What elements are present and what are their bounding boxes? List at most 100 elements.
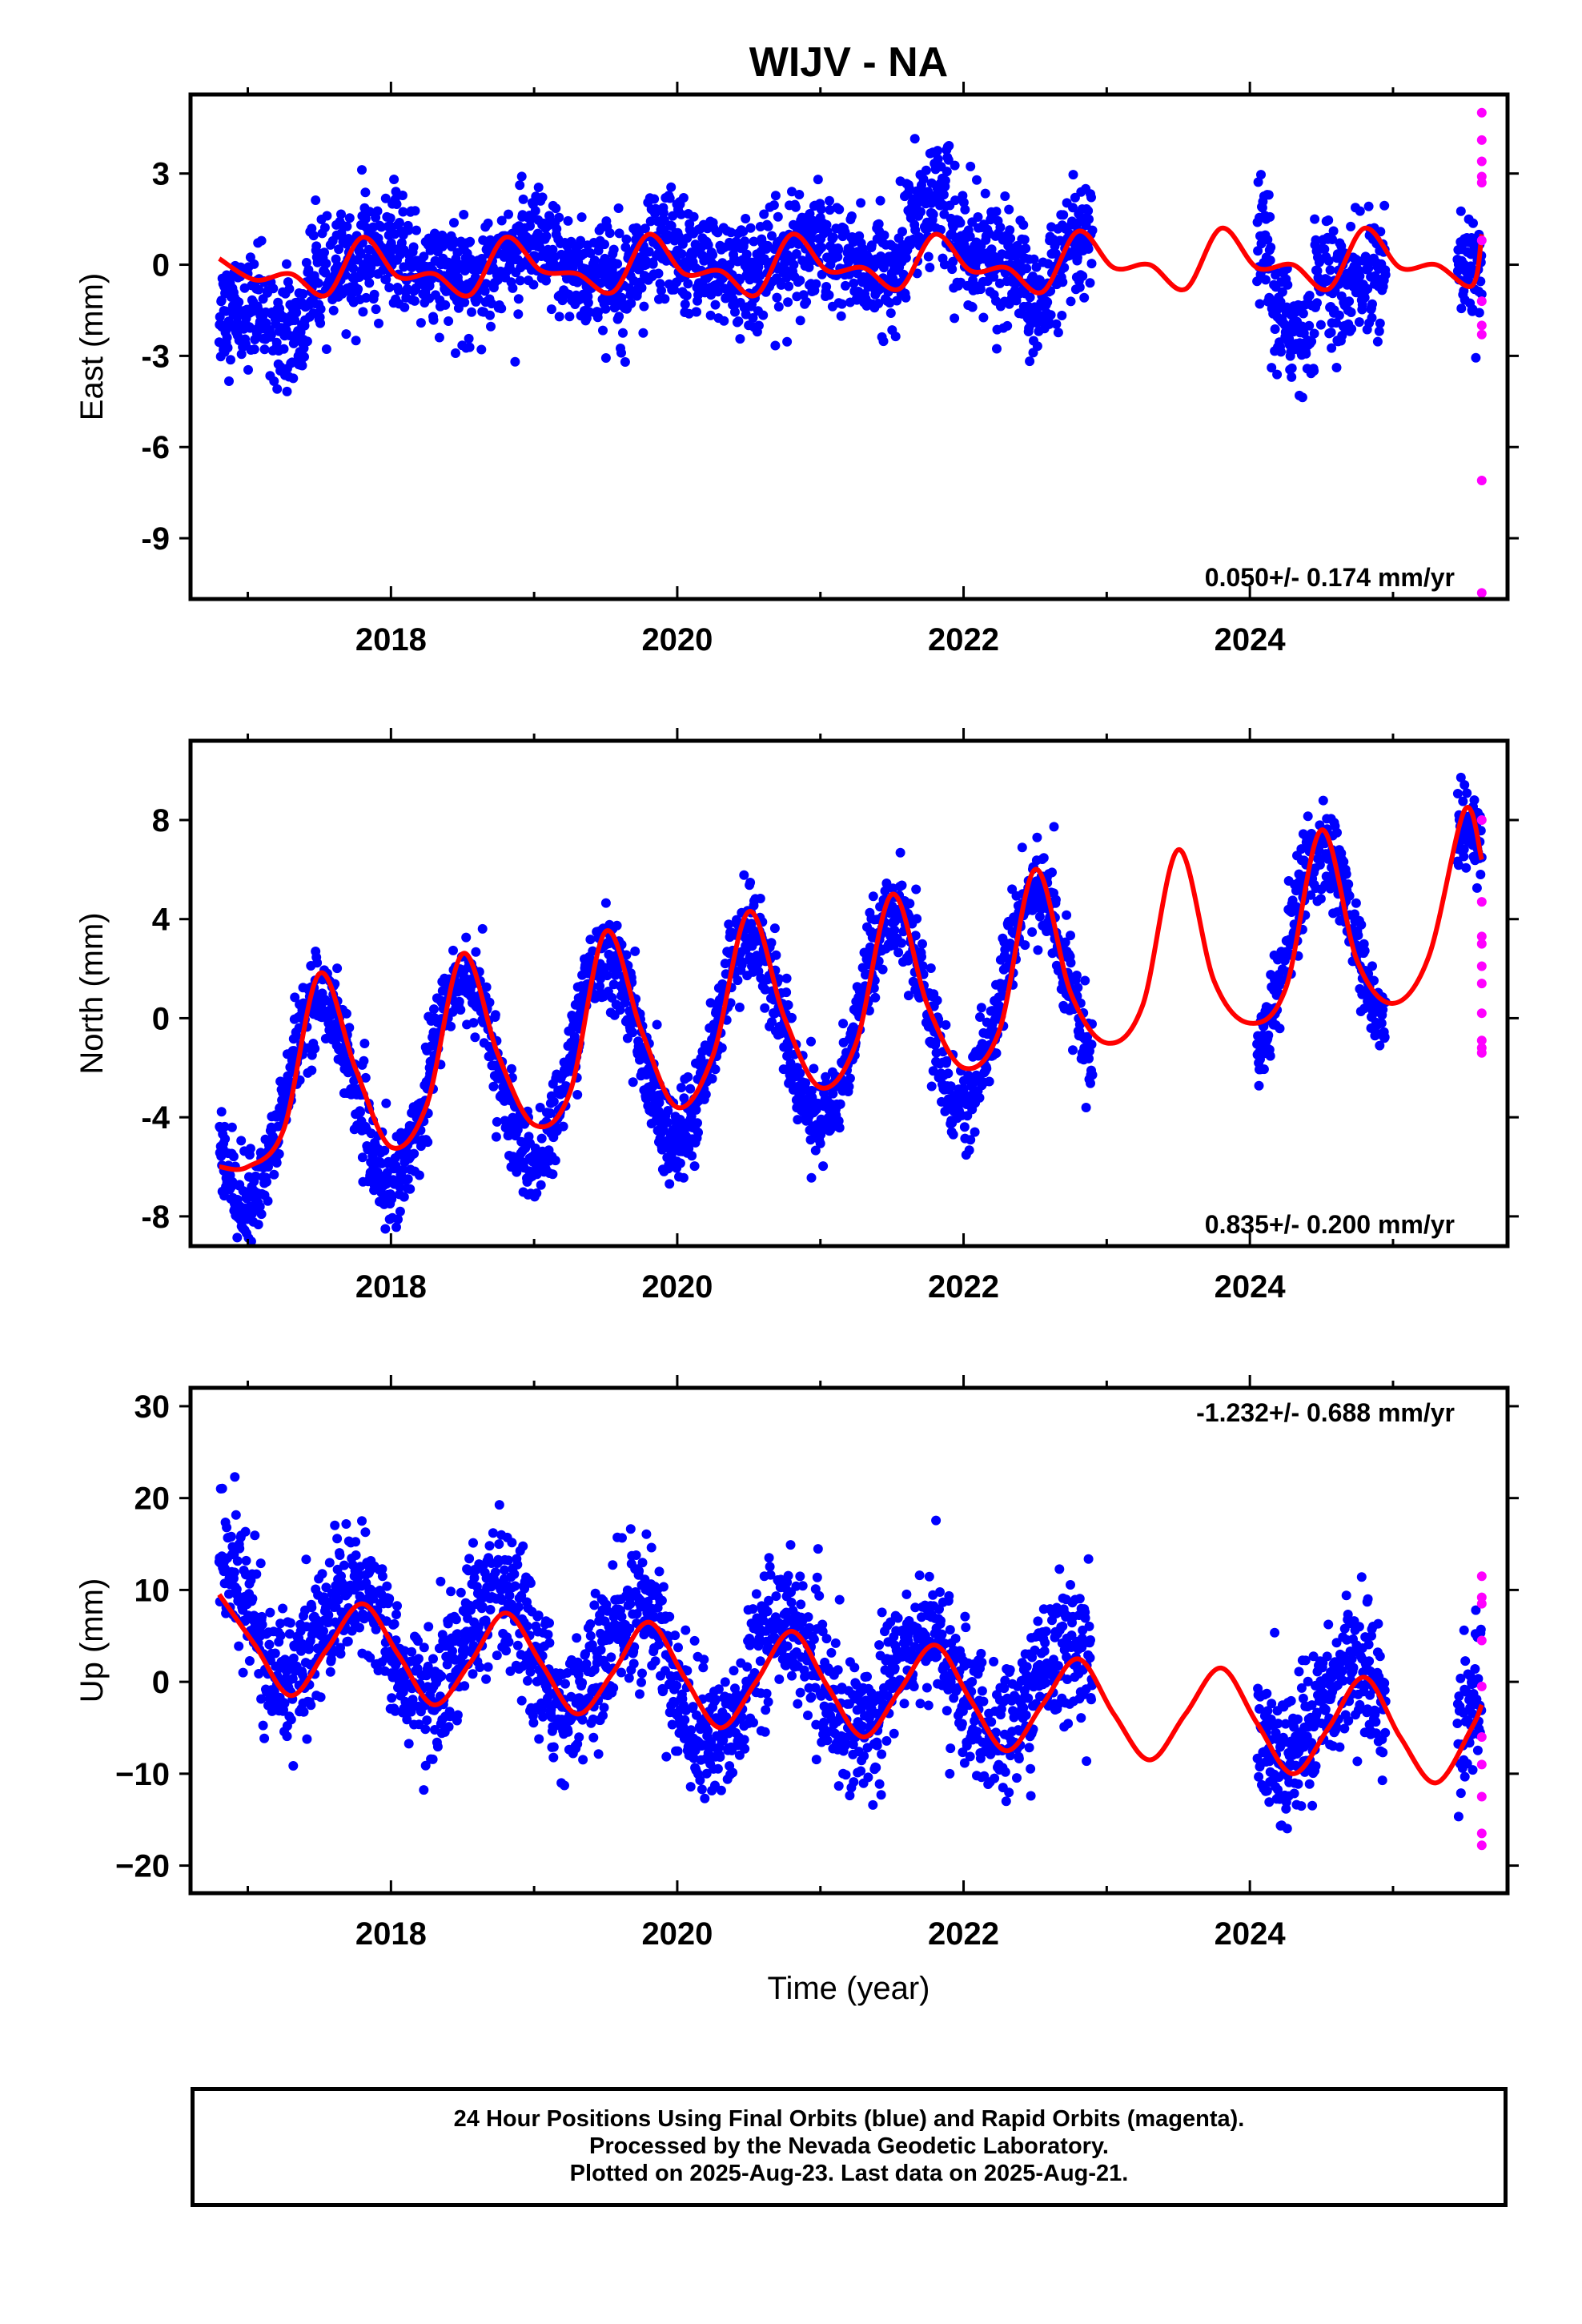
east-final-point bbox=[676, 209, 686, 219]
up-final-point bbox=[230, 1472, 240, 1482]
north-final-point bbox=[1291, 902, 1302, 912]
north-final-point bbox=[1086, 1078, 1095, 1088]
east-final-point bbox=[226, 355, 235, 365]
north-final-point bbox=[545, 1108, 556, 1119]
up-final-point bbox=[303, 1644, 314, 1655]
east-final-point bbox=[528, 279, 539, 290]
up-final-point bbox=[319, 1626, 328, 1636]
east-final-point bbox=[1072, 252, 1082, 263]
east-final-point bbox=[467, 307, 476, 317]
east-rapid-point bbox=[1476, 320, 1487, 331]
east-final-point bbox=[873, 299, 884, 308]
east-final-point bbox=[909, 134, 920, 144]
east-final-point bbox=[730, 307, 740, 317]
east-final-point bbox=[614, 228, 624, 239]
north-final-point bbox=[783, 1043, 793, 1053]
east-final-point bbox=[1025, 292, 1035, 303]
north-final-point bbox=[236, 1136, 247, 1146]
east-final-point bbox=[1476, 289, 1487, 300]
east-final-point bbox=[1085, 278, 1095, 288]
east-final-point bbox=[372, 206, 383, 216]
north-rate-annotation: 0.835+/- 0.200 mm/yr bbox=[1205, 1210, 1455, 1239]
north-final-point bbox=[1047, 867, 1057, 878]
east-final-point bbox=[259, 344, 270, 355]
east-final-point bbox=[708, 250, 718, 260]
north-final-point bbox=[783, 1000, 793, 1010]
north-final-point bbox=[492, 1116, 502, 1127]
north-final-point bbox=[733, 975, 743, 986]
north-final-point bbox=[685, 1084, 696, 1094]
east-final-point bbox=[1253, 177, 1263, 187]
east-final-point bbox=[1265, 255, 1275, 266]
north-final-point bbox=[903, 991, 913, 1001]
east-final-point bbox=[552, 223, 562, 234]
east-final-point bbox=[394, 218, 404, 227]
up-final-point bbox=[282, 1731, 292, 1742]
east-x-tick-label: 2020 bbox=[641, 622, 713, 657]
east-rapid-point bbox=[1476, 588, 1487, 598]
north-final-point bbox=[621, 950, 632, 960]
up-final-point bbox=[226, 1531, 236, 1542]
north-final-point bbox=[1476, 870, 1486, 879]
up-final-point bbox=[306, 1700, 316, 1711]
east-final-point bbox=[975, 284, 986, 295]
up-final-point bbox=[284, 1629, 295, 1639]
east-final-point bbox=[924, 223, 934, 233]
north-final-point bbox=[332, 963, 343, 974]
east-final-point bbox=[668, 211, 678, 221]
east-final-point bbox=[769, 200, 779, 211]
east-final-point bbox=[816, 204, 826, 215]
north-y-axis-label: North (mm) bbox=[74, 912, 110, 1074]
east-final-point bbox=[308, 231, 319, 241]
east-final-point bbox=[955, 218, 966, 228]
north-final-point bbox=[795, 1068, 805, 1079]
east-final-point bbox=[302, 336, 312, 347]
east-final-point bbox=[658, 207, 669, 218]
north-final-point bbox=[942, 1055, 952, 1066]
east-final-point bbox=[1083, 206, 1094, 216]
east-final-point bbox=[1466, 261, 1476, 271]
east-final-point bbox=[254, 284, 264, 295]
east-final-point bbox=[897, 227, 907, 237]
east-final-point bbox=[266, 330, 276, 340]
east-final-point bbox=[1087, 225, 1098, 235]
east-final-point bbox=[689, 211, 699, 222]
north-rapid-point bbox=[1476, 897, 1487, 907]
north-final-point bbox=[1265, 1051, 1275, 1061]
north-final-point bbox=[507, 1063, 516, 1074]
north-final-point bbox=[737, 959, 747, 970]
east-final-point bbox=[1304, 320, 1315, 331]
east-final-point bbox=[618, 328, 628, 338]
north-final-point bbox=[1458, 796, 1468, 806]
east-final-point bbox=[223, 343, 233, 353]
east-final-point bbox=[933, 146, 943, 156]
north-final-point bbox=[1275, 1023, 1285, 1034]
north-final-point bbox=[753, 959, 763, 969]
east-final-point bbox=[620, 357, 630, 367]
east-final-point bbox=[1032, 341, 1042, 352]
east-final-point bbox=[465, 236, 476, 247]
east-final-point bbox=[298, 289, 308, 299]
north-final-point bbox=[760, 1003, 770, 1013]
east-final-point bbox=[1255, 299, 1265, 309]
north-final-point bbox=[550, 1156, 560, 1166]
north-final-point bbox=[454, 996, 464, 1007]
east-final-orbit-points bbox=[214, 134, 1487, 403]
north-final-point bbox=[948, 1129, 958, 1140]
east-final-point bbox=[1372, 336, 1383, 347]
east-final-point bbox=[763, 221, 773, 231]
east-final-point bbox=[950, 195, 961, 206]
north-final-point bbox=[630, 946, 640, 956]
north-final-point bbox=[806, 1036, 816, 1047]
east-final-point bbox=[374, 318, 383, 328]
east-final-point bbox=[464, 333, 474, 344]
north-final-point bbox=[620, 998, 630, 1007]
north-final-point bbox=[1341, 869, 1351, 879]
east-final-point bbox=[928, 209, 938, 219]
north-final-point bbox=[310, 1043, 320, 1054]
north-final-point bbox=[870, 992, 881, 1003]
north-final-point bbox=[897, 938, 906, 948]
east-final-point bbox=[972, 175, 982, 185]
north-final-point bbox=[607, 992, 617, 1003]
north-final-point bbox=[1017, 842, 1027, 853]
